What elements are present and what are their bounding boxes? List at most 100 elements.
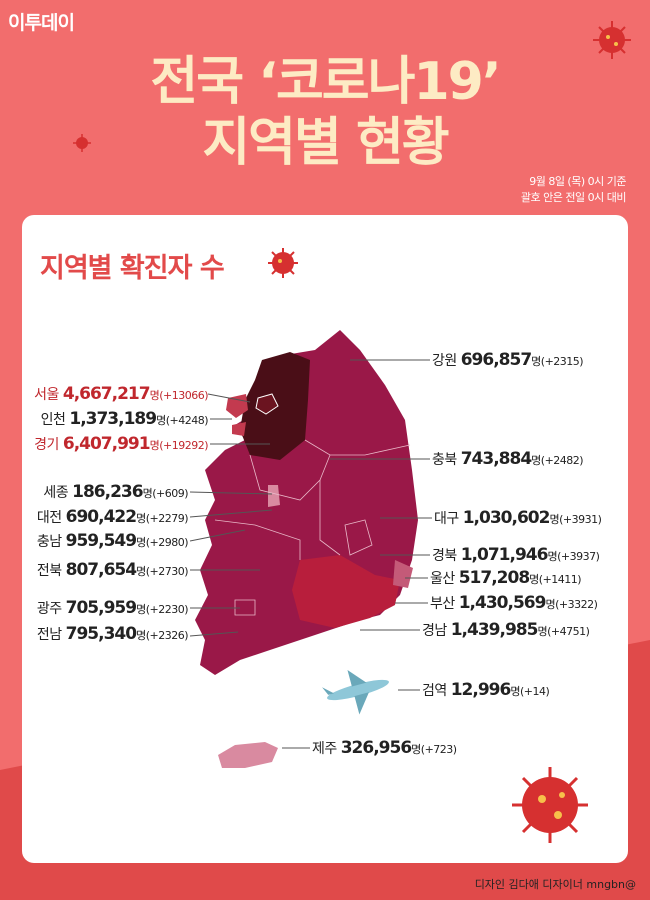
region-change: (+4751): [547, 625, 590, 638]
unit: 명: [149, 389, 160, 402]
region-change: (+14): [519, 685, 550, 698]
region-label-2: 경기 6,407,991명(+19292): [34, 434, 208, 454]
region-name: 부산: [430, 596, 455, 612]
unit: 명: [549, 513, 560, 526]
region-count: 12,996: [450, 680, 512, 700]
region-change: (+2326): [145, 629, 189, 642]
region-change: (+2315): [540, 355, 584, 368]
region-count: 1,430,569: [458, 593, 547, 613]
region-change: (+2279): [145, 512, 189, 525]
region-name: 충남: [36, 534, 62, 550]
region-label-15: 경남 1,439,985명(+4751): [422, 620, 590, 640]
unit: 명: [531, 454, 541, 467]
region-count: 743,884: [460, 449, 532, 469]
region-count: 4,667,217: [62, 384, 151, 404]
region-change: (+3937): [557, 550, 600, 563]
unit: 명: [529, 573, 539, 586]
region-borders: [214, 439, 411, 616]
region-count: 326,956: [340, 738, 412, 758]
unit: 명: [142, 487, 153, 500]
region-count: 186,236: [72, 482, 143, 502]
region-seoul: [255, 393, 279, 415]
region-count: 1,071,946: [460, 545, 549, 565]
credit: 디자인 김다애 디자이너 mngbn@: [474, 878, 636, 891]
region-name: 검역: [422, 683, 447, 699]
region-count: 959,549: [65, 531, 137, 551]
unit: 명: [136, 603, 146, 616]
region-label-9: 강원 696,857명(+2315): [432, 350, 584, 370]
airplane-icon: [322, 670, 389, 715]
region-label-17: 제주 326,956명(+723): [312, 738, 457, 758]
unit: 명: [537, 625, 548, 638]
region-label-10: 충북 743,884명(+2482): [432, 449, 584, 469]
unit: 명: [547, 550, 558, 563]
region-change: (+3322): [555, 598, 598, 611]
unit: 명: [149, 439, 160, 452]
region-name: 광주: [36, 601, 62, 617]
region-change: (+609): [152, 487, 188, 500]
title-line1: 전국 ‘코로나19’: [150, 52, 501, 112]
date-note: 9월 8일 (목) 0시 기준: [529, 175, 626, 188]
region-count: 517,208: [458, 568, 530, 588]
region-change: (+2980): [145, 536, 189, 549]
region-count: 696,857: [460, 350, 532, 370]
region-name: 서울: [34, 387, 59, 403]
region-gyeongnam: [292, 555, 400, 628]
unit: 명: [136, 536, 146, 549]
region-count: 1,439,985: [450, 620, 539, 640]
region-change: (+3931): [559, 513, 602, 526]
virus-icon: [268, 248, 298, 278]
region-label-3: 세종 186,236명(+609): [43, 482, 188, 502]
section-title: 지역별 확진자 수: [40, 253, 225, 284]
virus-icons-header: [73, 21, 631, 152]
virus-icon: [512, 767, 588, 843]
region-jeju: [218, 742, 278, 768]
region-name: 울산: [430, 571, 455, 587]
logo: 이투데이: [8, 12, 75, 34]
region-change: (+723): [420, 743, 457, 756]
unit: 명: [136, 512, 146, 525]
virus-icon: [73, 134, 91, 152]
region-name: 대전: [36, 510, 62, 526]
region-change: (+2482): [540, 454, 584, 467]
region-change: (+1411): [538, 573, 582, 586]
unit: 명: [136, 565, 146, 578]
region-count: 1,030,602: [462, 508, 551, 528]
region-sejong: [268, 485, 280, 507]
unit: 명: [545, 598, 556, 611]
region-label-6: 전북 807,654명(+2730): [36, 560, 189, 580]
region-name: 충북: [432, 452, 457, 468]
region-label-14: 부산 1,430,569명(+3322): [430, 593, 598, 613]
region-change: (+2730): [145, 565, 189, 578]
unit: 명: [411, 743, 421, 756]
region-label-7: 광주 705,959명(+2230): [36, 598, 189, 618]
region-label-16: 검역 12,996명(+14): [422, 680, 550, 700]
region-name: 전남: [36, 627, 62, 643]
region-name: 전북: [36, 563, 62, 579]
region-name: 경북: [432, 548, 457, 564]
region-name: 제주: [312, 741, 337, 757]
region-name: 세종: [43, 485, 69, 501]
region-label-5: 충남 959,549명(+2980): [36, 531, 189, 551]
region-ulsan: [393, 560, 413, 588]
virus-icon: [593, 21, 631, 59]
region-name: 강원: [432, 353, 457, 369]
change-note: 괄호 안은 전일 0시 대비: [520, 191, 627, 204]
unit: 명: [531, 355, 541, 368]
region-count: 807,654: [65, 560, 137, 580]
region-label-11: 대구 1,030,602명(+3931): [434, 508, 602, 528]
region-count: 6,407,991: [62, 434, 151, 454]
unit: 명: [156, 414, 166, 427]
leader-lines: [189, 359, 432, 749]
region-count: 1,373,189: [69, 409, 157, 429]
region-change: (+4248): [165, 414, 209, 427]
region-name: 경기: [34, 437, 59, 453]
region-label-12: 경북 1,071,946명(+3937): [432, 545, 600, 565]
region-label-8: 전남 795,340명(+2326): [36, 624, 189, 644]
region-count: 795,340: [65, 624, 137, 644]
region-change: (+19292): [159, 439, 208, 452]
region-label-13: 울산 517,208명(+1411): [430, 568, 582, 588]
region-count: 705,959: [65, 598, 137, 618]
unit: 명: [136, 629, 146, 642]
